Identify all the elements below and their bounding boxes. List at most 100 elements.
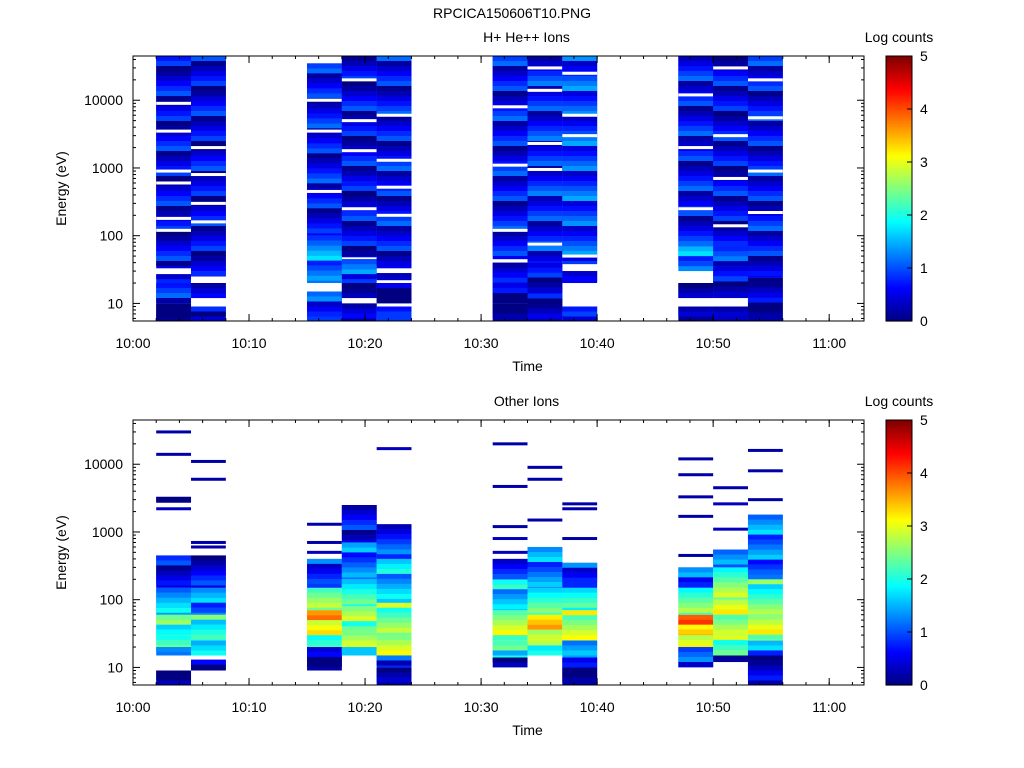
chart-1-cell-band — [341, 567, 377, 573]
chart-1-cell-band — [713, 587, 748, 593]
chart-0-x-tick-label: 10:10 — [232, 335, 267, 351]
chart-0-cell-band — [341, 171, 377, 176]
chart-1-line-cell — [562, 507, 598, 511]
chart-0-cell-band — [747, 302, 783, 308]
chart-1-line-cell — [562, 502, 598, 506]
chart-0-colorbar-step — [886, 292, 912, 295]
chart-1-colorbar-step — [886, 676, 912, 680]
chart-0-cell-band — [527, 262, 563, 268]
chart-1-colorbar-tick-label: 1 — [920, 624, 928, 640]
chart-0-cell-band — [713, 201, 748, 206]
chart-0-cell-band — [341, 146, 377, 151]
chart-0-cell-band — [492, 272, 528, 278]
chart-1-cell-band — [376, 602, 412, 608]
chart-0-colorbar-step — [886, 107, 912, 111]
chart-0-colorbar-step — [886, 97, 912, 101]
chart-0-colorbar-step — [886, 277, 912, 281]
chart-0-cell-band — [307, 63, 342, 69]
chart-1-cell-band — [191, 565, 226, 571]
chart-0-cell-band — [307, 301, 342, 307]
chart-0-cell-band — [492, 267, 528, 273]
chart-0-cell-band — [747, 171, 783, 176]
chart-0-cell-band — [492, 131, 528, 136]
chart-1-cell-band — [562, 667, 598, 673]
chart-0-colorbar-step — [886, 120, 912, 123]
chart-0-cell-band — [307, 213, 342, 219]
chart-1-cell-band — [191, 597, 226, 603]
chart-0-cell-band — [713, 81, 748, 86]
chart-0-cell-band — [713, 106, 748, 111]
chart-1-cell-band — [562, 672, 598, 678]
chart-0-cell-band — [713, 126, 748, 131]
chart-1-cell-band — [747, 589, 783, 595]
chart-1-line-cell — [527, 465, 563, 469]
chart-1-cell-band — [156, 614, 192, 620]
chart-0-cell-band — [376, 201, 412, 206]
chart-0-y-axis-label: Energy (eV) — [53, 151, 69, 226]
chart-0-cell-band — [156, 96, 192, 101]
chart-0-cell-band — [562, 61, 598, 66]
chart-0-cell-band — [376, 283, 412, 289]
chart-1: 10:00 10:10 10:20 10:30 10:40 10:50 11:0010100… — [53, 393, 933, 738]
chart-0-colorbar-step — [886, 84, 912, 88]
chart-0-cell-band — [376, 121, 412, 126]
chart-0-cell-band — [156, 206, 192, 211]
chart-1-colorbar-step — [886, 500, 912, 504]
chart-1-colorbar-step — [886, 424, 912, 427]
chart-1-cell-band — [307, 602, 342, 608]
chart-0-cell-band — [562, 81, 598, 86]
chart-1-cell-band — [341, 589, 377, 595]
chart-0-cell-band — [713, 211, 748, 216]
chart-0-data-gap — [156, 101, 192, 105]
chart-0-cell-band — [492, 191, 528, 196]
chart-1-cell-band — [678, 635, 714, 641]
chart-0-cell-band — [492, 221, 528, 226]
chart-0-cell-band — [156, 256, 192, 261]
chart-1-cell-band — [747, 614, 783, 620]
chart-0-cell-band — [341, 66, 377, 71]
chart-1-cell-band — [562, 677, 598, 683]
chart-1-cell-band — [713, 614, 748, 620]
chart-0-cell-band — [191, 166, 226, 171]
chart-0-cell-band — [376, 226, 412, 231]
chart-1-colorbar-step — [886, 579, 912, 583]
chart-0-cell-band — [492, 141, 528, 146]
chart-0-cell-band — [341, 226, 377, 231]
chart-1-cell-band — [492, 563, 528, 569]
chart-0-cell-band — [678, 111, 714, 116]
chart-0-colorbar-step — [886, 105, 912, 109]
chart-1-colorbar-step — [886, 581, 912, 585]
chart-1-colorbar-step — [886, 600, 912, 603]
chart-0-colorbar-step — [886, 219, 912, 223]
chart-0-colorbar-step — [886, 312, 912, 316]
chart-0-cell-band — [713, 306, 748, 312]
chart-0-colorbar-step — [886, 184, 912, 188]
chart-0-colorbar-step — [886, 225, 912, 229]
chart-1-cell-band — [747, 514, 783, 520]
chart-0-cell-band — [156, 141, 192, 146]
chart-0-cell-band — [191, 246, 226, 251]
chart-0-cell-band — [492, 176, 528, 181]
chart-1-cell-band — [307, 657, 342, 663]
chart-0-cell-band — [191, 116, 226, 121]
chart-0-cell-band — [678, 76, 714, 81]
chart-0-cell-band — [747, 292, 783, 298]
chart-1-cell-band — [678, 577, 714, 583]
chart-0-cell-band — [562, 221, 598, 226]
chart-0-cell-band — [191, 311, 226, 317]
chart-1-cell-band — [307, 592, 342, 598]
chart-0-data-gap — [678, 93, 714, 97]
chart-0-cell-band — [562, 216, 598, 221]
chart-1-colorbar-step — [886, 538, 912, 541]
chart-0-cell-band — [341, 211, 377, 216]
chart-0-cell-band — [492, 116, 528, 121]
chart-0-cell-band — [492, 66, 528, 71]
chart-1-colorbar-step — [886, 496, 912, 500]
chart-1-colorbar-step — [886, 506, 912, 510]
chart-0-cell-band — [341, 56, 377, 61]
chart-0-data-gap — [747, 169, 783, 173]
chart-0-cell-band — [713, 186, 748, 191]
chart-0-cell-band — [562, 141, 598, 146]
chart-0-data-gap — [678, 207, 714, 211]
chart-1-cell-band — [376, 578, 412, 584]
